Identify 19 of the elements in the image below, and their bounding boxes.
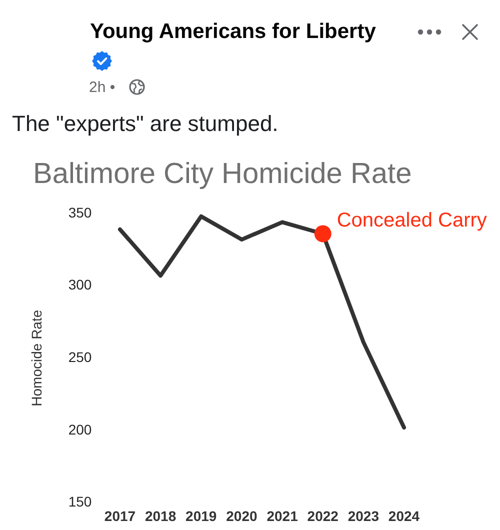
text: Young Americans for Liberty (90, 20, 376, 44)
y-tick-label: 350 (68, 204, 92, 220)
annotation: Concealed Carry (336, 209, 487, 232)
x-tick-label: 2020 (226, 508, 258, 524)
y-tick-label: 300 (68, 276, 92, 293)
x-tick-label: 2021 (266, 508, 298, 524)
chart-title: Baltimore City Homicide Rate (33, 158, 412, 190)
y-tick-label: 250 (68, 348, 92, 365)
text: 2h • (89, 79, 116, 97)
y-axis-title: Homocide Rate (28, 310, 44, 406)
y-tick-label: 150 (68, 494, 92, 510)
text: The "experts" are stumped. (12, 111, 278, 137)
x-tick-label: 2018 (144, 508, 176, 524)
x-tick-label: 2019 (186, 508, 217, 524)
y-tick-label: 200 (68, 421, 92, 438)
x-tick-label: 2022 (307, 508, 339, 524)
x-tick-label: 2023 (348, 508, 380, 524)
x-tick-label: 2017 (104, 508, 136, 524)
x-tick-label: 2024 (388, 508, 420, 524)
